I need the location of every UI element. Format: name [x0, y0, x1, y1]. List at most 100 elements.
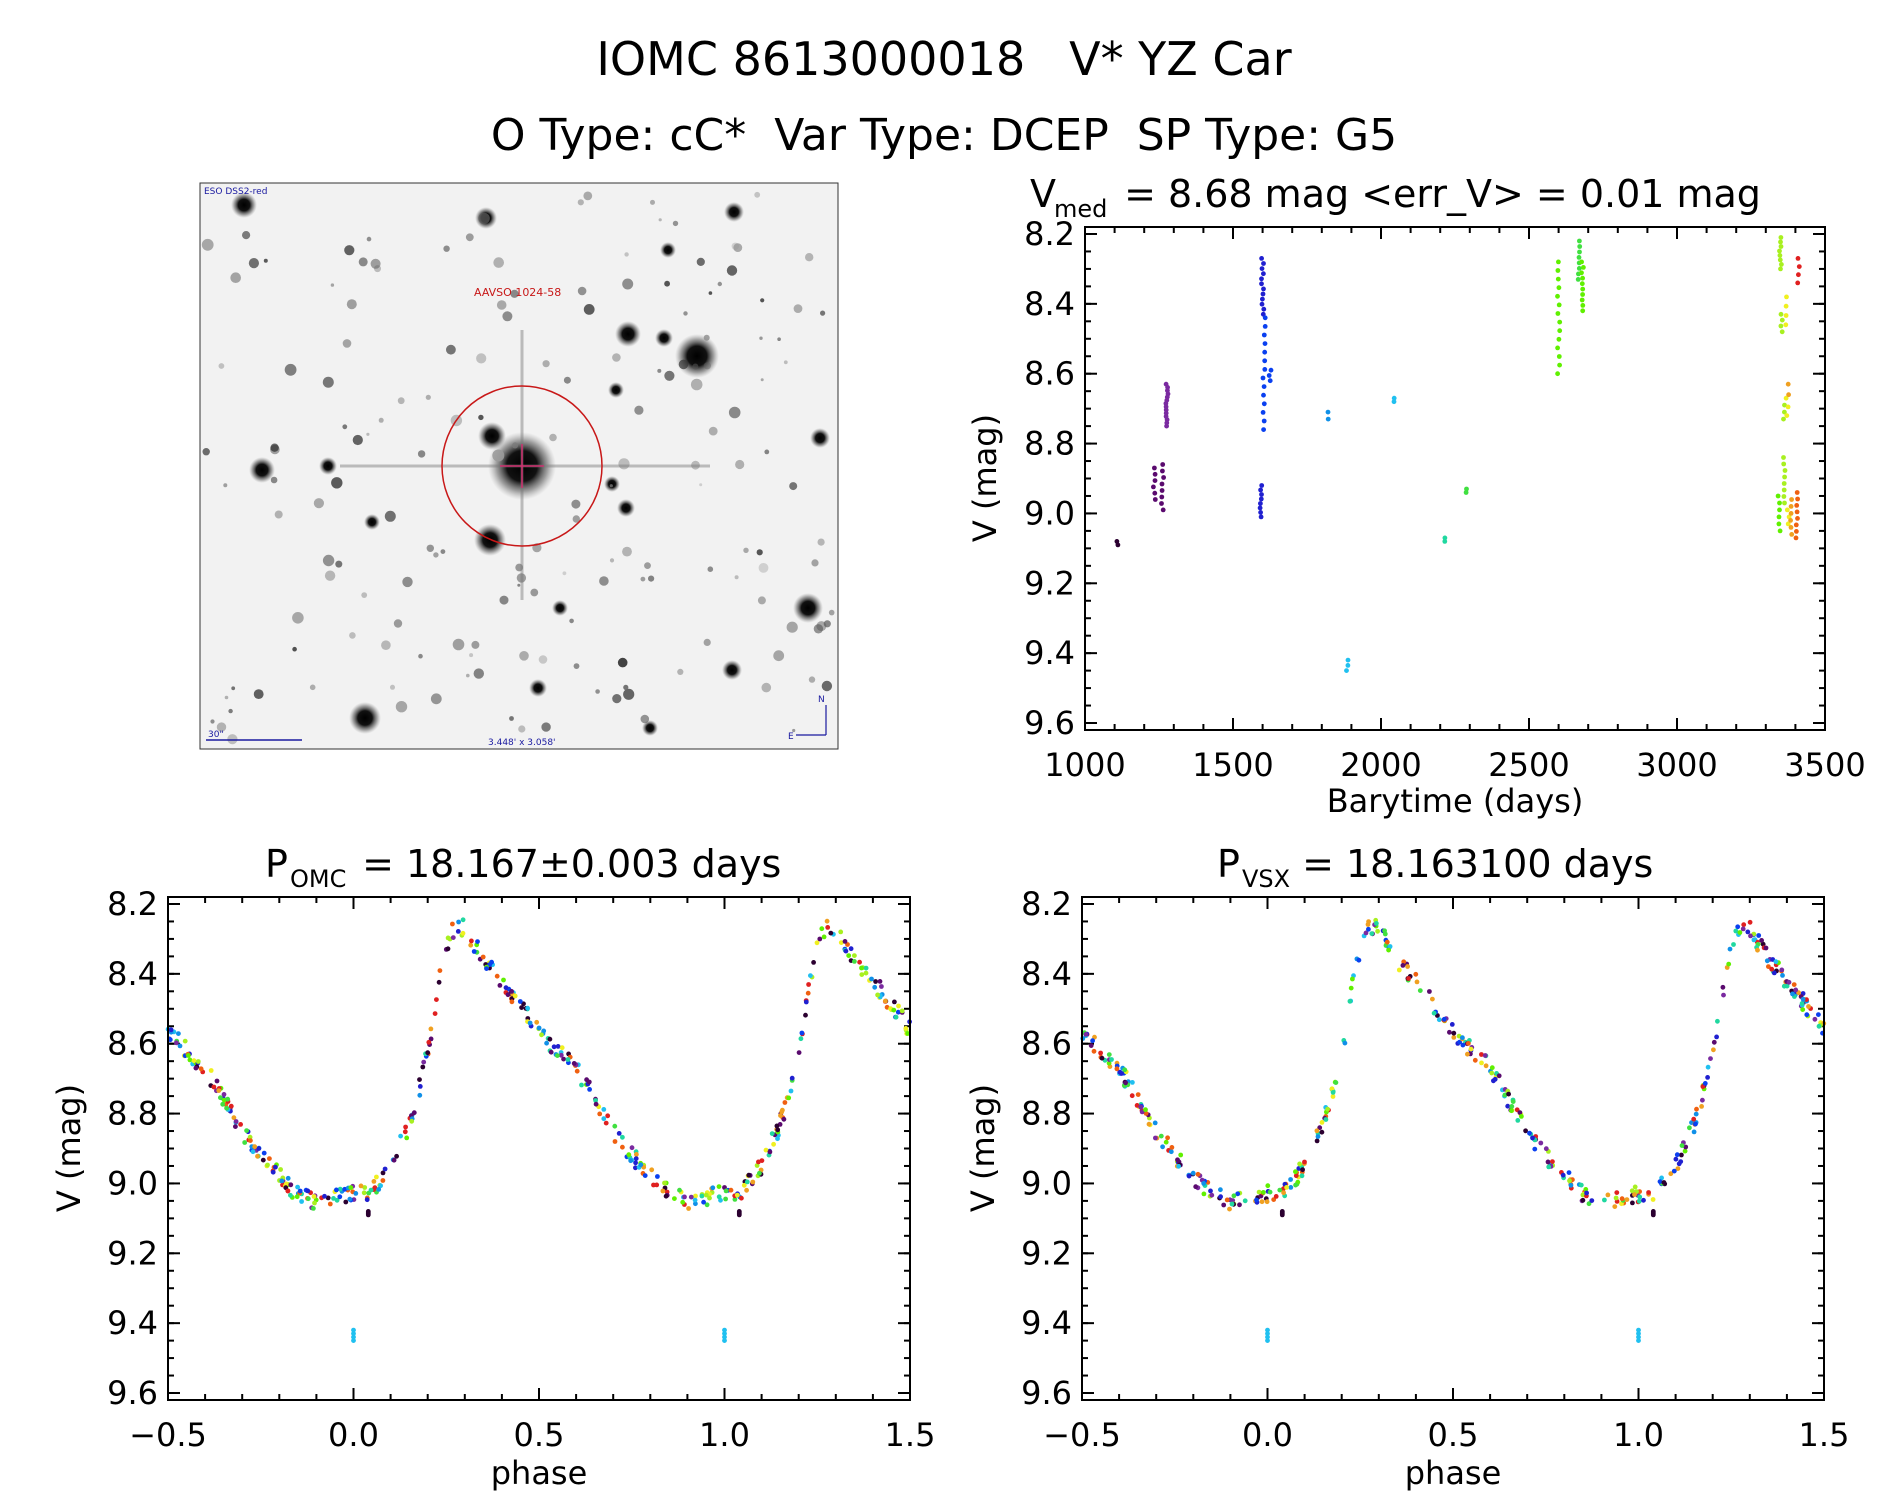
lightcurve-title-rest: = 8.68 mag <err_V> = 0.01 mag: [1112, 172, 1761, 216]
phase-omc-point: [688, 1194, 694, 1200]
lightcurve-point: [1160, 507, 1166, 513]
phase-omc-point: [343, 1199, 349, 1205]
lightcurve-point: [1777, 257, 1783, 263]
lightcurve-point: [1579, 281, 1585, 287]
phase-omc-xtick-label-1: 0.0: [328, 1416, 379, 1454]
phase-omc-point: [605, 1113, 611, 1119]
finder-star-159: [664, 280, 670, 287]
phase-omc-point: [788, 1088, 794, 1094]
lightcurve-point: [1579, 259, 1584, 265]
phase-vsx-xtick-label-4: 1.5: [1799, 1416, 1850, 1454]
lightcurve-point: [1581, 265, 1586, 270]
phase-vsx-point: [1624, 1197, 1630, 1202]
lightcurve-xlabel: Barytime (days): [1327, 782, 1584, 820]
phase-omc-point: [819, 926, 825, 932]
phase-vsx-point: [1186, 1173, 1192, 1179]
phase-omc-point: [267, 1156, 272, 1161]
phase-omc-point: [654, 1182, 660, 1188]
phase-omc-point: [358, 1183, 364, 1189]
finder-star-124: [817, 538, 825, 546]
phase-vsx-point: [1227, 1206, 1232, 1212]
finder-star-bright-18: [660, 242, 676, 258]
phase-vsx-point: [1799, 1001, 1805, 1006]
phase-omc-title-sub: OMC: [290, 865, 346, 893]
phase-omc-outlier-point: [351, 1327, 356, 1333]
finder-star-101: [284, 363, 297, 376]
phase-omc-point: [775, 1136, 780, 1142]
lightcurve-point: [1778, 311, 1784, 317]
lightcurve-point: [1788, 511, 1794, 516]
phase-omc-outlier-point: [351, 1331, 356, 1336]
finder-star-152: [519, 651, 529, 661]
phase-omc-point: [534, 1019, 540, 1025]
phase-vsx-point: [1496, 1073, 1502, 1079]
phase-vsx-point: [1468, 1046, 1474, 1052]
phase-omc-point: [896, 1003, 901, 1009]
phase-vsx-point: [1786, 979, 1792, 985]
finder-star-83: [609, 484, 613, 488]
phase-omc-point: [380, 1178, 386, 1183]
phase-omc-point: [519, 1005, 524, 1010]
finder-star-97: [228, 708, 233, 714]
lightcurve-ytick-label-6: 9.4: [1024, 634, 1075, 672]
phase-omc-point: [842, 939, 848, 944]
phase-omc-point: [469, 938, 474, 944]
lightcurve-point: [1577, 249, 1582, 255]
phase-omc-point: [426, 1039, 432, 1045]
phase-omc-point: [428, 1036, 434, 1042]
phase-vsx-point: [1816, 1023, 1822, 1029]
finder-star-8: [473, 668, 484, 679]
phase-omc-point: [744, 1187, 749, 1193]
phase-vsx-point: [1567, 1178, 1572, 1184]
lightcurve-ytick-label-7: 9.6: [1024, 704, 1075, 742]
phase-omc-point: [278, 1167, 283, 1172]
phase-vsx-point: [1384, 939, 1390, 945]
phase-vsx-point: [1715, 1018, 1720, 1024]
lightcurve-point: [1580, 303, 1586, 308]
lightcurve-xtick-label-3: 2500: [1488, 746, 1569, 784]
phase-omc-point: [417, 1077, 422, 1082]
lightcurve-point: [1576, 266, 1582, 271]
phase-omc-point: [417, 1092, 423, 1098]
phase-omc-point: [505, 992, 511, 998]
lightcurve-point: [1788, 525, 1794, 530]
finder-star-139: [758, 563, 769, 573]
finder-star-47: [253, 689, 264, 699]
phase-omc-point: [734, 1192, 740, 1198]
phase-vsx-point: [1566, 1170, 1572, 1175]
finder-star-129: [733, 243, 743, 253]
phase-omc-point: [601, 1116, 607, 1122]
finder-star-128: [331, 477, 343, 489]
phase-vsx-point: [1482, 1053, 1488, 1058]
finder-star-41: [395, 701, 408, 713]
phase-vsx-point: [1614, 1190, 1620, 1195]
phase-vsx-point: [1259, 1199, 1265, 1205]
phase-omc-point: [455, 929, 461, 934]
phase-vsx-title-rest: = 18.163100 days: [1290, 842, 1653, 886]
phase-omc-point: [693, 1201, 698, 1207]
lightcurve-points: [1114, 235, 1802, 673]
finder-star-63: [201, 238, 214, 251]
phase-omc-point: [374, 1174, 379, 1180]
phase-omc-point: [716, 1194, 722, 1200]
phase-omc-point: [547, 1036, 553, 1042]
lightcurve-point: [1777, 253, 1783, 258]
phase-omc-outlier-point: [351, 1334, 356, 1340]
lightcurve-point: [1258, 501, 1263, 506]
phase-omc-point: [436, 979, 442, 985]
phase-omc-point: [260, 1157, 266, 1163]
phase-omc-point: [612, 1123, 618, 1129]
phase-vsx-point: [1400, 963, 1406, 968]
lightcurve-point: [1260, 410, 1266, 415]
phase-vsx-xtick-label-2: 0.5: [1428, 1416, 1479, 1454]
phase-vsx-point: [1088, 1043, 1094, 1048]
lightcurve-point: [1775, 493, 1781, 499]
phase-omc-point: [468, 942, 474, 948]
phase-omc-point: [380, 1170, 386, 1176]
lightcurve-point: [1260, 375, 1266, 381]
finder-star-24: [573, 663, 580, 669]
phase-vsx-point: [1657, 1179, 1663, 1184]
lightcurve-point: [1261, 271, 1266, 277]
lightcurve-point: [1783, 395, 1789, 401]
phase-omc-point: [778, 1113, 783, 1118]
